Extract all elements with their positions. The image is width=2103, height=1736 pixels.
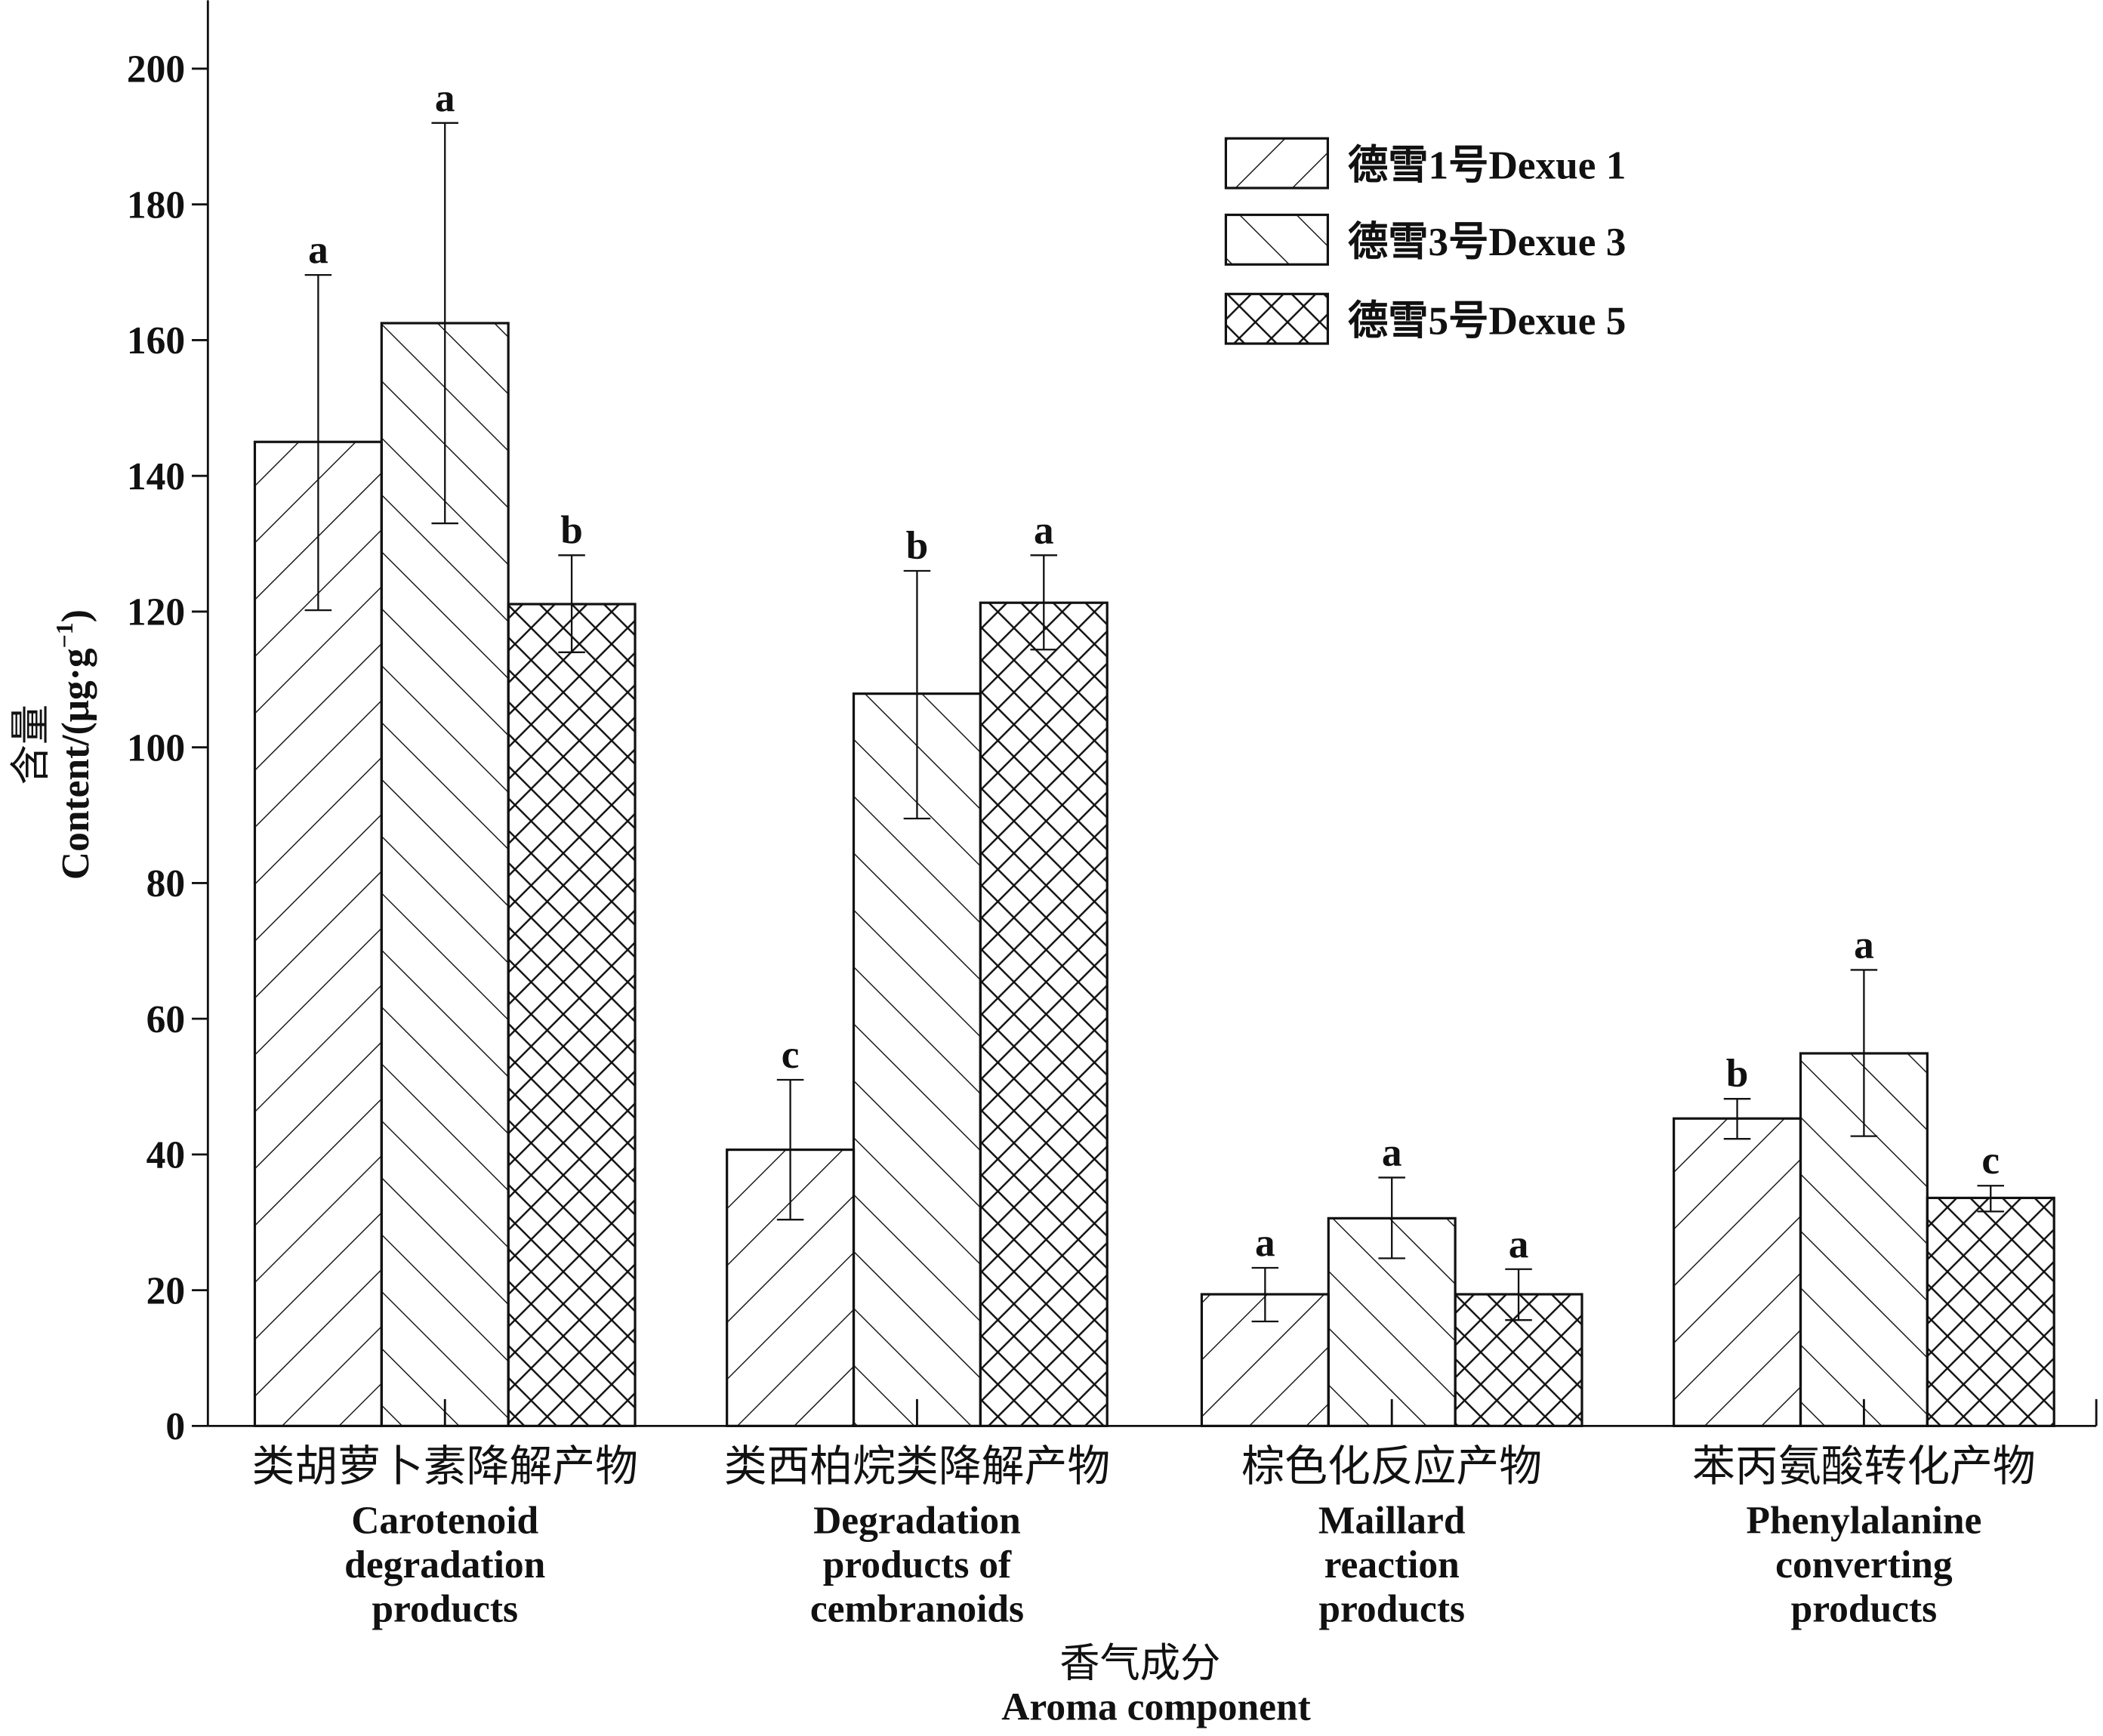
legend-swatch bbox=[1224, 213, 1329, 266]
x-axis-title-en: Aroma component bbox=[1001, 1685, 1311, 1728]
x-category-label-en: Maillard bbox=[1318, 1499, 1466, 1542]
significance-letter: a bbox=[308, 227, 328, 272]
y-tick-label: 0 bbox=[165, 1405, 185, 1448]
bar bbox=[1673, 1117, 1802, 1427]
labels: 类胡萝卜素降解产物Carotenoiddegradationproducts类西… bbox=[9, 609, 2036, 1728]
y-tick-label: 80 bbox=[146, 862, 186, 905]
legend-swatch bbox=[1224, 292, 1329, 345]
axes: 0 20 40 60 80 100 120 140 160 180 200 bbox=[127, 0, 2098, 1448]
x-category-label-en: reaction bbox=[1324, 1543, 1460, 1586]
bars: a c a b a b a a b a a c bbox=[253, 76, 2055, 1427]
significance-letter: b bbox=[560, 507, 583, 552]
y-tick-label: 160 bbox=[127, 319, 185, 362]
bar bbox=[507, 603, 637, 1427]
significance-letter: a bbox=[1509, 1222, 1529, 1266]
x-category-label-en: converting bbox=[1775, 1543, 1953, 1586]
y-axis-title-zh: 含量 bbox=[9, 705, 54, 785]
x-axis-title-zh: 香气成分 bbox=[1059, 1642, 1220, 1686]
y-tick-label: 40 bbox=[146, 1134, 186, 1177]
x-category-label-zh: 苯丙氨酸转化产物 bbox=[1692, 1443, 2036, 1491]
significance-letter: c bbox=[782, 1032, 800, 1077]
legend-label: 德雪5号Dexue 5 bbox=[1348, 299, 1626, 344]
y-tick-label: 180 bbox=[127, 183, 185, 227]
y-tick-label: 100 bbox=[127, 726, 185, 769]
x-category-label-en: Phenylalanine bbox=[1746, 1499, 1981, 1542]
y-tick-label: 200 bbox=[127, 48, 185, 91]
y-tick-label: 140 bbox=[127, 455, 185, 498]
x-category-label-en: products bbox=[1791, 1588, 1938, 1631]
x-category-label-en: Carotenoid bbox=[351, 1499, 538, 1542]
significance-letter: a bbox=[1382, 1130, 1402, 1174]
x-category-label-en: cembranoids bbox=[810, 1588, 1024, 1631]
legend: 德雪1号Dexue 1 德雪3号Dexue 3 德雪5号Dexue 5 bbox=[1224, 137, 1626, 345]
x-category-label-zh: 类西柏烷类降解产物 bbox=[724, 1443, 1110, 1491]
x-category-label-en: products of bbox=[823, 1543, 1012, 1586]
legend-label: 德雪1号Dexue 1 bbox=[1348, 143, 1626, 188]
legend-label: 德雪3号Dexue 3 bbox=[1348, 220, 1626, 264]
y-tick-label: 60 bbox=[146, 998, 186, 1041]
y-tick-label: 20 bbox=[146, 1269, 186, 1312]
legend-swatch bbox=[1224, 137, 1329, 190]
x-category-label-zh: 棕色化反应产物 bbox=[1241, 1443, 1542, 1491]
y-axis-title: 含量 Content/(μg·g−1) bbox=[9, 609, 98, 880]
x-category-label-zh: 类胡萝卜素降解产物 bbox=[252, 1443, 638, 1491]
significance-letter: b bbox=[1726, 1051, 1749, 1096]
significance-letter: c bbox=[1981, 1138, 2000, 1183]
significance-letter: a bbox=[1255, 1220, 1275, 1265]
significance-letter: a bbox=[1854, 922, 1874, 967]
x-category-label-en: products bbox=[372, 1588, 518, 1631]
significance-letter: a bbox=[435, 76, 455, 120]
significance-letter: b bbox=[906, 523, 929, 568]
bar bbox=[979, 601, 1109, 1427]
significance-letter: a bbox=[1034, 507, 1054, 552]
y-tick-label: 120 bbox=[127, 591, 185, 634]
x-category-label-en: Degradation bbox=[813, 1499, 1021, 1542]
x-category-label-en: products bbox=[1318, 1588, 1465, 1631]
bar bbox=[1926, 1196, 2055, 1427]
y-axis-title-en: Content/(μg·g−1) bbox=[51, 609, 97, 880]
x-category-label-en: degradation bbox=[344, 1543, 545, 1586]
